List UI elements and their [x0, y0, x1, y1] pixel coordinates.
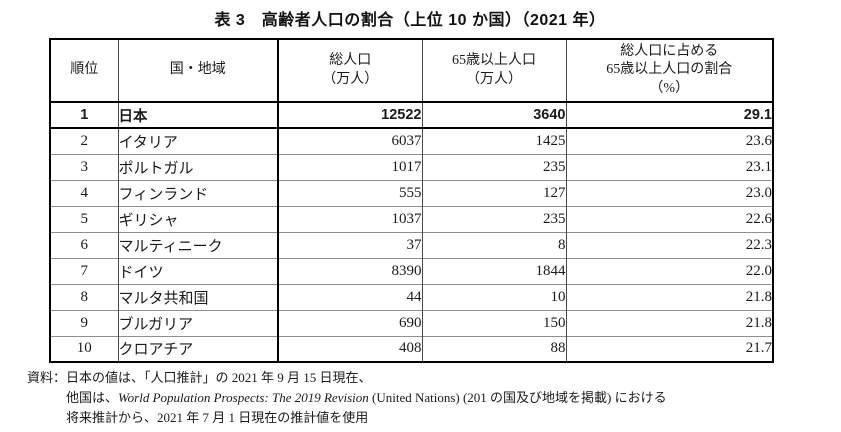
elderly-population-cell: 3640 — [421, 101, 566, 129]
header-elderly-population: 65歳以上人口 （万人） — [421, 39, 566, 103]
source-footnote: 資料： 日本の値は、「人口推計」の 2021 年 9 月 15 日現在、 他国は… — [27, 368, 827, 428]
source-line-2: 他国は、World Population Prospects: The 2019… — [66, 388, 827, 408]
header-ratio-line2: 65歳以上人口の割合 — [606, 62, 733, 78]
elderly-ratio-cell: 23.0 — [565, 179, 773, 206]
total-population-cell: 555 — [277, 179, 422, 206]
source-line2-post: (United Nations) (201 の国及び地域を掲載) における — [368, 390, 667, 405]
table-row: 7 ドイツ 8390 1844 22.0 — [50, 257, 773, 284]
header-total-population: 総人口 （万人） — [277, 39, 422, 103]
source-line-3: 将来推計から、2021 年 7 月 1 日現在の推計値を使用 — [66, 410, 369, 425]
country-cell: 日本 — [117, 101, 278, 129]
elderly-ratio-cell: 21.8 — [565, 283, 773, 310]
total-population-cell: 408 — [277, 335, 422, 362]
header-row: 順位 国・地域 総人口 （万人） 65歳以上人口 （万人） 総人口に占める 65… — [50, 39, 773, 103]
source-line2-pre: 他国は、 — [66, 390, 119, 405]
table-row: 6 マルティニーク 37 8 22.3 — [50, 231, 773, 258]
header-rank-label: 順位 — [70, 62, 99, 78]
elderly-population-cell: 235 — [421, 153, 566, 180]
table-row: 5 ギリシャ 1037 235 22.6 — [50, 205, 773, 232]
elderly-population-cell: 150 — [421, 309, 566, 336]
total-population-cell: 8390 — [277, 257, 422, 284]
header-ratio-line3: （%） — [649, 80, 690, 96]
total-population-cell: 37 — [277, 231, 422, 258]
table-title: 表 3 高齢者人口の割合（上位 10 か国）（2021 年） — [214, 12, 606, 29]
elderly-population-cell: 88 — [421, 335, 566, 362]
elderly-ratio-cell: 29.1 — [565, 101, 773, 129]
elderly-population-cell: 127 — [421, 179, 566, 206]
header-total-line1: 総人口 — [329, 53, 372, 69]
rank-cell: 1 — [50, 101, 118, 129]
elderly-ratio-cell: 22.6 — [565, 205, 773, 232]
source-lines: 日本の値は、「人口推計」の 2021 年 9 月 15 日現在、 他国は、Wor… — [66, 368, 827, 428]
source-line2-publication: World Population Prospects: The 2019 Rev… — [118, 390, 369, 405]
total-population-cell: 1037 — [277, 205, 422, 232]
rank-cell: 7 — [50, 257, 118, 284]
header-rank: 順位 — [50, 39, 118, 103]
header-ratio-line1: 総人口に占める — [620, 43, 719, 59]
elderly-ratio-cell: 21.8 — [565, 309, 773, 336]
source-line-1: 日本の値は、「人口推計」の 2021 年 9 月 15 日現在、 — [66, 370, 372, 385]
header-total-line2: （万人） — [322, 71, 379, 87]
country-cell: フィンランド — [117, 179, 278, 206]
table-body: 1 日本 12522 3640 29.1 2 イタリア 6037 1425 23.6 3 ポルトガル 1… — [50, 101, 773, 362]
header-elderly-line1: 65歳以上人口 — [452, 53, 536, 69]
country-cell: イタリア — [117, 127, 278, 154]
table-row: 9 ブルガリア 690 150 21.8 — [50, 309, 773, 336]
table-row: 10 クロアチア 408 88 21.7 — [50, 335, 773, 362]
country-cell: ブルガリア — [117, 309, 278, 336]
elderly-population-cell: 1844 — [421, 257, 566, 284]
source-label: 資料： — [27, 370, 67, 385]
country-cell: ポルトガル — [117, 153, 278, 180]
elderly-population-cell: 1425 — [421, 127, 566, 154]
header-elderly-line2: （万人） — [466, 71, 522, 87]
elderly-ratio-cell: 22.0 — [565, 257, 773, 284]
elderly-ratio-cell: 21.7 — [565, 335, 773, 362]
elderly-population-cell: 8 — [421, 231, 566, 258]
table-row: 2 イタリア 6037 1425 23.6 — [50, 127, 773, 154]
table-row-japan: 1 日本 12522 3640 29.1 — [50, 101, 773, 129]
rank-cell: 2 — [50, 127, 118, 154]
total-population-cell: 690 — [277, 309, 422, 336]
total-population-cell: 44 — [277, 283, 422, 310]
country-cell: ギリシャ — [117, 205, 278, 232]
rank-cell: 8 — [50, 283, 118, 310]
elderly-population-cell: 235 — [421, 205, 566, 232]
rank-cell: 3 — [50, 153, 118, 180]
elderly-ratio-cell: 23.6 — [565, 127, 773, 154]
rank-cell: 9 — [50, 309, 118, 336]
total-population-cell: 6037 — [277, 127, 422, 154]
country-cell: ドイツ — [117, 257, 278, 284]
country-cell: マルタ共和国 — [117, 283, 278, 310]
rank-cell: 10 — [50, 335, 118, 362]
rank-cell: 4 — [50, 179, 118, 206]
total-population-cell: 1017 — [277, 153, 422, 180]
total-population-cell: 12522 — [277, 101, 422, 129]
elderly-population-table: 順位 国・地域 総人口 （万人） 65歳以上人口 （万人） 総人口に占める 65… — [49, 38, 774, 363]
table-header: 順位 国・地域 総人口 （万人） 65歳以上人口 （万人） 総人口に占める 65… — [50, 39, 773, 103]
rank-cell: 6 — [50, 231, 118, 258]
country-cell: マルティニーク — [117, 231, 278, 258]
table-row: 3 ポルトガル 1017 235 23.1 — [50, 153, 773, 180]
elderly-ratio-cell: 22.3 — [565, 231, 773, 258]
header-country-label: 国・地域 — [169, 62, 226, 78]
table-row: 4 フィンランド 555 127 23.0 — [50, 179, 773, 206]
header-elderly-ratio: 総人口に占める 65歳以上人口の割合 （%） — [565, 39, 773, 103]
rank-cell: 5 — [50, 205, 118, 232]
elderly-ratio-cell: 23.1 — [565, 153, 773, 180]
header-country: 国・地域 — [117, 39, 278, 103]
elderly-population-cell: 10 — [421, 283, 566, 310]
table-row: 8 マルタ共和国 44 10 21.8 — [50, 283, 773, 310]
country-cell: クロアチア — [117, 335, 278, 362]
